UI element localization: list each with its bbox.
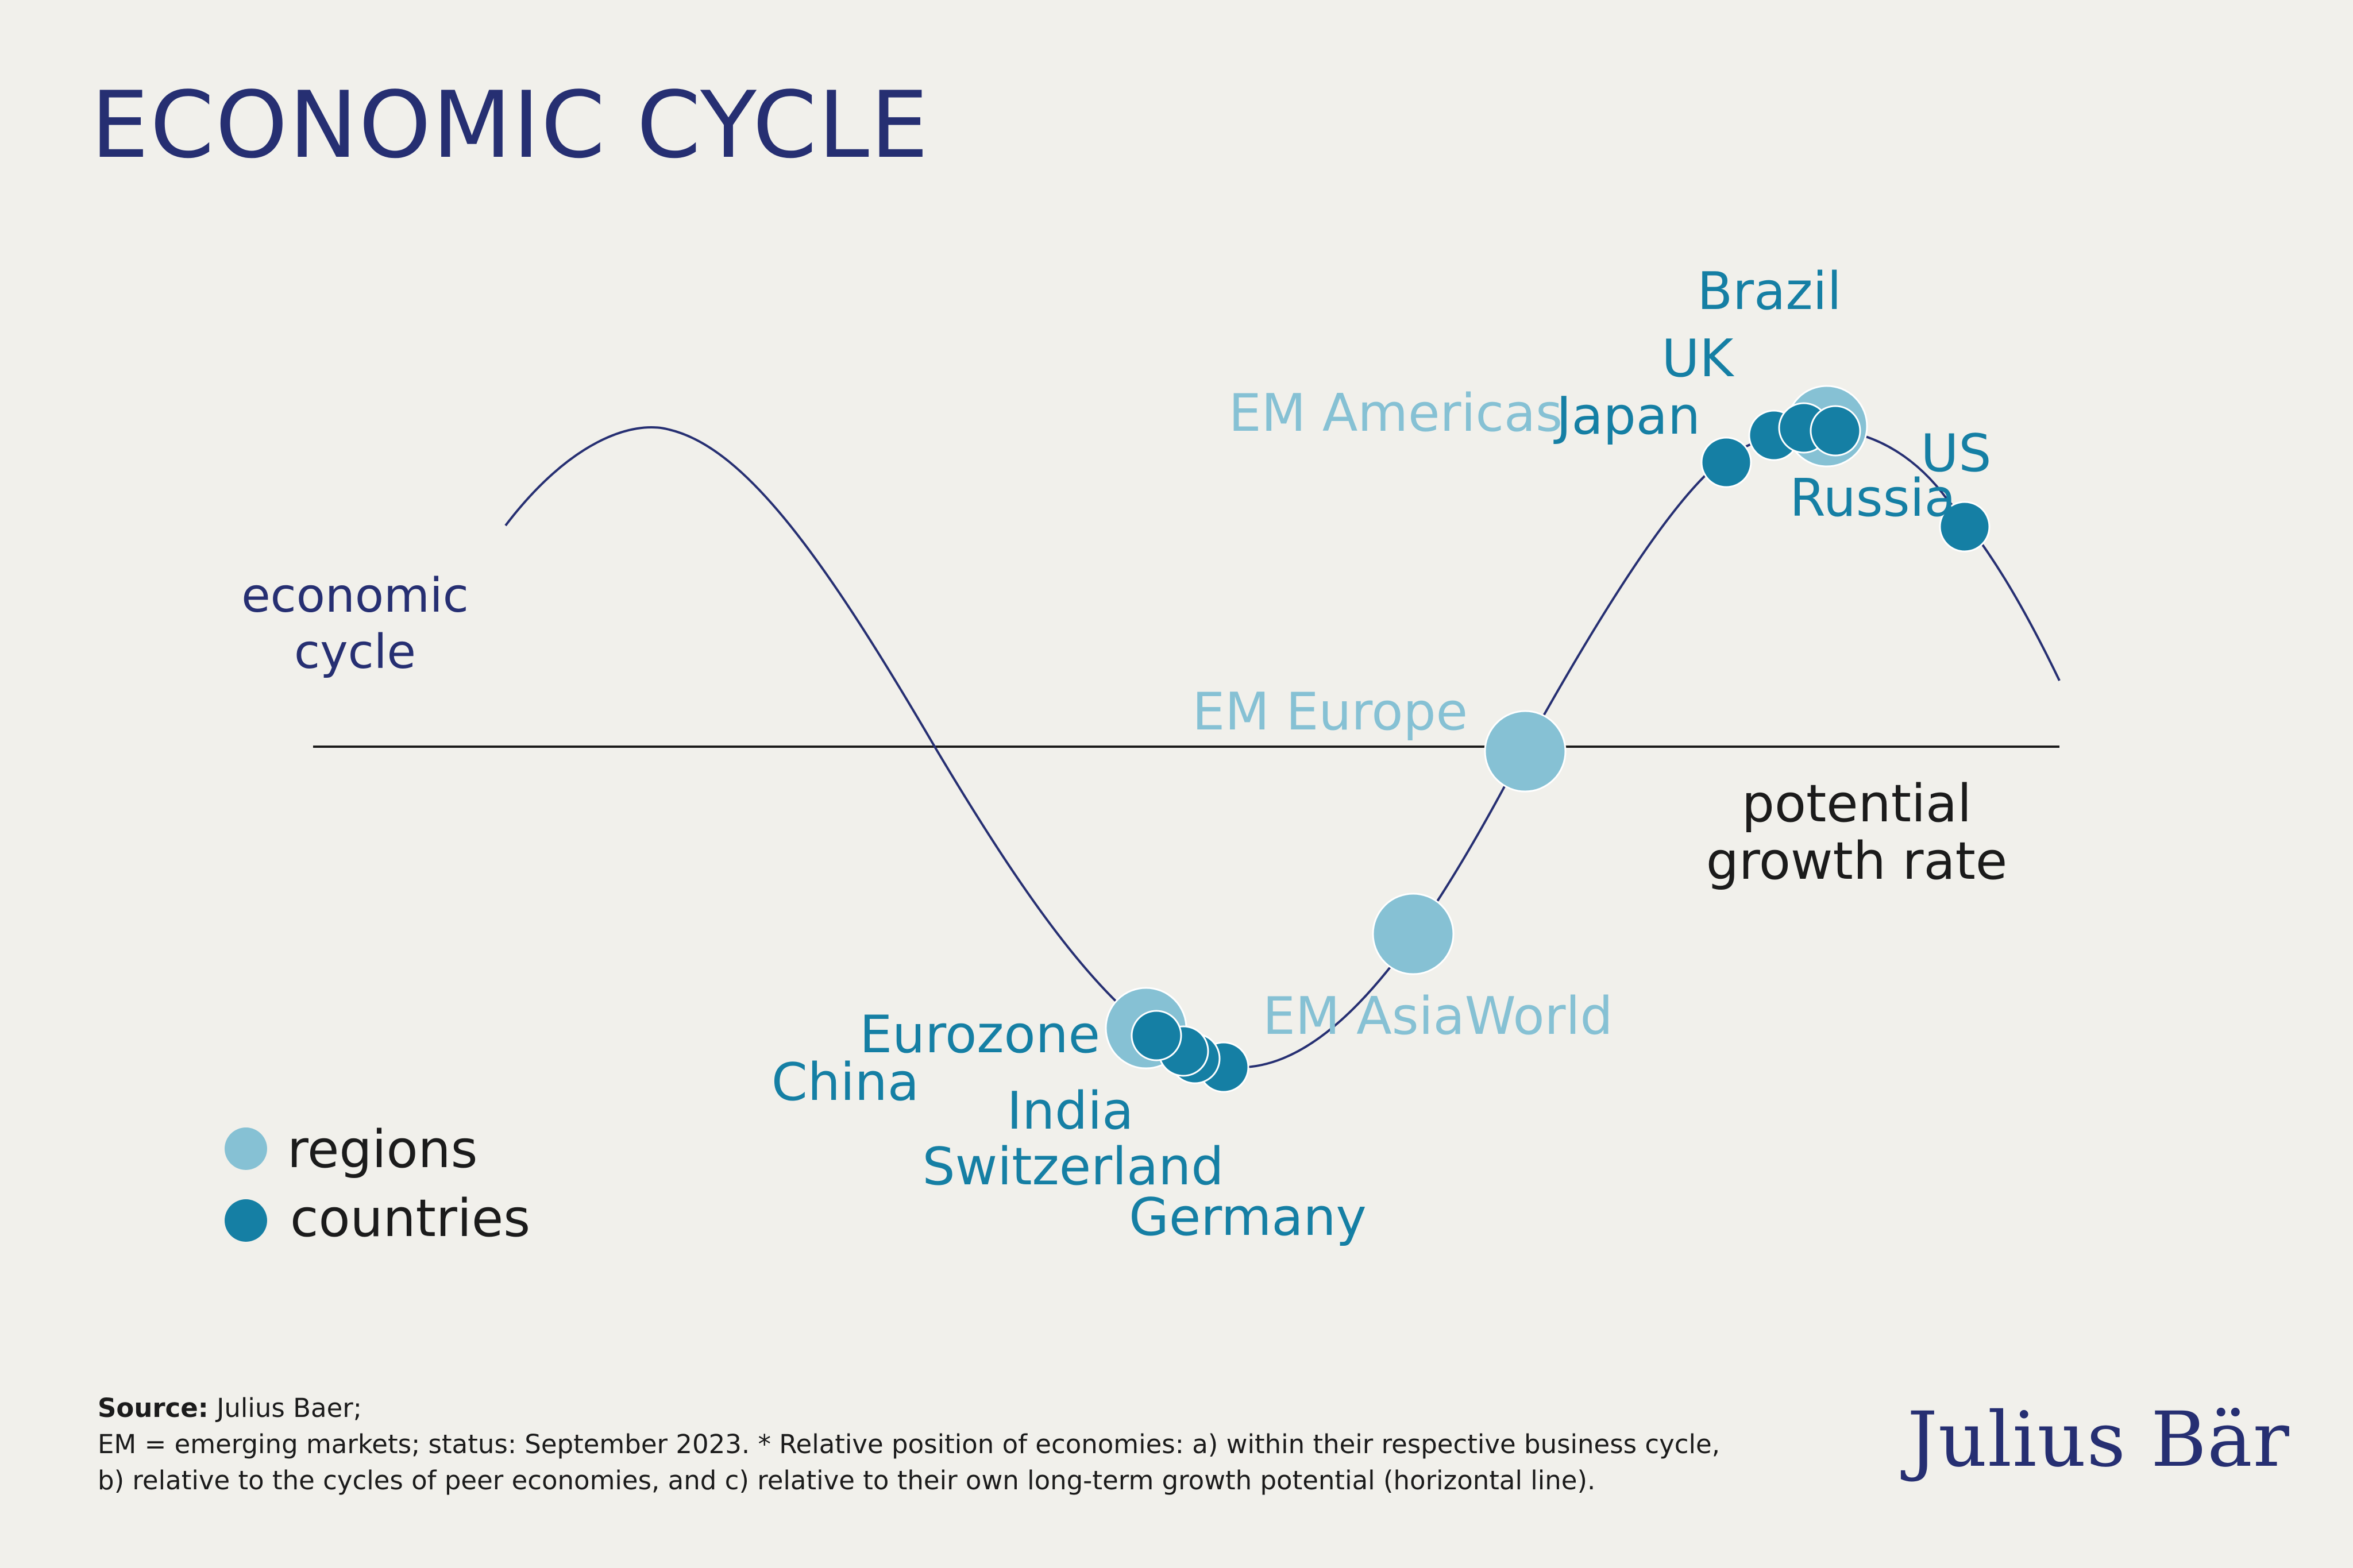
footnote-source-label: Source: — [98, 1393, 209, 1423]
region-marker-em-asiaworld — [1372, 893, 1455, 975]
label-brazil: Brazil — [1697, 261, 1841, 322]
legend-regions-label: regions — [287, 1119, 478, 1180]
footnote: Source: Julius Baer; EM = emerging marke… — [98, 1390, 1764, 1499]
country-marker-russia — [1810, 405, 1861, 457]
label-china: China — [772, 1052, 919, 1113]
footnote-source: Source: Julius Baer; — [98, 1390, 1764, 1426]
country-marker-us — [1939, 501, 1991, 553]
label-us: US — [1920, 423, 1991, 484]
label-germany: Germany — [1129, 1187, 1367, 1248]
label-japan: Japan — [1553, 386, 1700, 446]
label-em-americas: EM Americas — [1229, 383, 1563, 443]
label-eurozone: Eurozone — [859, 1005, 1100, 1065]
baseline-label-line2: growth rate — [1706, 831, 2008, 891]
label-em-europe: EM Europe — [1192, 682, 1468, 742]
label-switzerland: Switzerland — [923, 1137, 1224, 1197]
label-russia: Russia — [1789, 468, 1955, 528]
label-em-asiaworld: EM AsiaWorld — [1263, 986, 1613, 1046]
legend-countries-swatch — [225, 1199, 267, 1242]
page-title: ECONOMIC CYCLE — [91, 71, 930, 179]
economic-cycle-curve — [504, 426, 2061, 1069]
y-axis-label-line2: cycle — [294, 625, 416, 679]
country-marker-japan — [1700, 437, 1752, 488]
country-marker-china — [1131, 1010, 1182, 1061]
baseline-label-line1: potential — [1742, 774, 1972, 834]
legend-countries-label: countries — [290, 1188, 530, 1249]
legend-regions-swatch — [225, 1127, 267, 1170]
region-marker-em-europe — [1484, 710, 1567, 793]
footnote-source-text: Julius Baer; — [217, 1393, 362, 1423]
julius-baer-logo: Julius Bär — [1907, 1396, 2290, 1484]
y-axis-label-line1: economic — [241, 569, 469, 623]
footnote-line-2: EM = emerging markets; status: September… — [98, 1429, 1721, 1459]
label-uk: UK — [1662, 329, 1735, 389]
label-india: India — [1007, 1081, 1134, 1141]
footnote-line-3: b) relative to the cycles of peer econom… — [98, 1465, 1596, 1496]
